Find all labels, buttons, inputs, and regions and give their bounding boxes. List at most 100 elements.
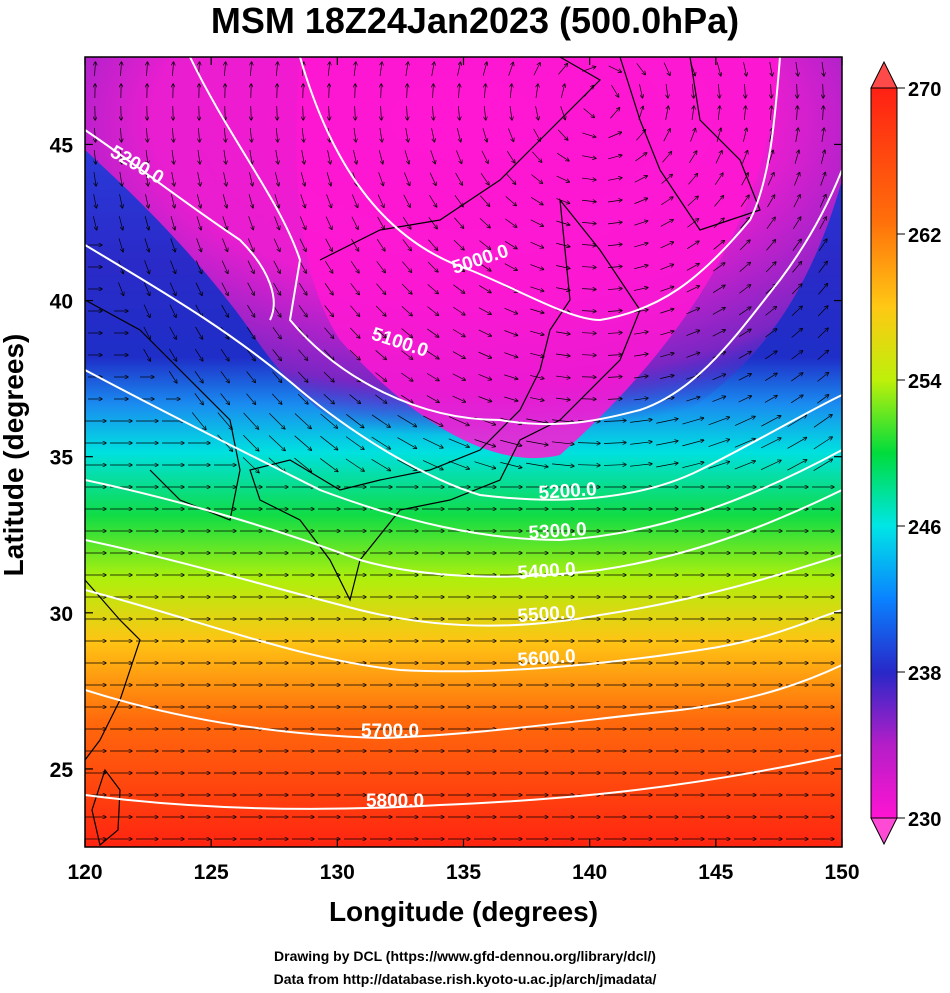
wind-arrow — [371, 436, 391, 449]
wind-arrow — [663, 62, 670, 76]
wind-arrow — [686, 286, 700, 293]
colorbar-label: 254 — [908, 371, 942, 393]
wind-arrow — [607, 399, 622, 400]
wind-arrow — [817, 373, 829, 382]
wind-arrow — [552, 463, 574, 466]
wind-arrow — [457, 62, 460, 76]
wind-arrow — [530, 286, 543, 291]
wind-arrow — [686, 353, 699, 358]
wind-arrow — [478, 373, 492, 379]
wind-arrow — [172, 127, 173, 142]
wind-arrow — [143, 304, 150, 318]
wind-arrow — [143, 348, 151, 361]
wind-arrow — [734, 416, 755, 426]
wind-arrow — [301, 150, 305, 164]
wind-arrow — [478, 285, 491, 292]
contour-label: 5800.0 — [366, 791, 424, 812]
wind-arrow — [170, 238, 176, 251]
wind-arrow — [426, 350, 439, 359]
wind-arrow — [817, 306, 828, 317]
wind-arrow — [224, 127, 225, 142]
wind-arrow — [556, 175, 570, 182]
wind-arrow — [510, 106, 512, 120]
contour-line — [85, 479, 842, 578]
y-tick-label: 30 — [50, 603, 73, 626]
wind-arrow — [718, 106, 720, 120]
wind-arrow — [423, 415, 443, 426]
wind-arrow — [272, 349, 282, 361]
wind-arrow — [506, 173, 515, 184]
wind-arrow — [634, 288, 648, 291]
wind-arrow — [274, 172, 278, 186]
wind-arrow — [195, 282, 202, 296]
wind-arrow — [819, 217, 827, 230]
wind-arrow — [276, 128, 278, 142]
contour-line — [85, 244, 842, 501]
wind-arrow — [198, 150, 200, 164]
wind-arrow — [708, 462, 730, 469]
wind-arrow — [171, 194, 174, 208]
wind-arrow — [458, 105, 459, 120]
contour-label: 5300.0 — [528, 519, 587, 544]
wind-arrow — [275, 150, 278, 164]
wind-arrow — [530, 397, 544, 401]
wind-arrow — [194, 371, 203, 383]
colorbar-label: 262 — [908, 225, 941, 247]
wind-arrow — [738, 352, 751, 359]
wind-arrow — [273, 238, 280, 252]
wind-arrow — [325, 260, 332, 273]
wind-arrow — [787, 460, 806, 471]
wind-arrow — [692, 106, 694, 120]
wind-arrow — [656, 419, 678, 424]
wind-arrow — [630, 420, 652, 423]
wind-arrow — [744, 106, 745, 121]
wind-arrow — [251, 105, 252, 120]
wind-arrow — [145, 194, 148, 208]
wind-arrow — [787, 415, 807, 428]
wind-arrow — [740, 195, 749, 207]
wind-arrow — [351, 216, 358, 230]
wind-arrow — [118, 282, 123, 295]
wind-arrow — [607, 266, 622, 267]
wind-arrow — [768, 150, 773, 164]
wind-arrow — [526, 462, 548, 467]
wind-arrow — [375, 394, 386, 403]
wind-arrow — [686, 397, 699, 402]
wind-arrow — [327, 150, 331, 164]
wind-arrow — [508, 128, 513, 141]
wind-arrow — [532, 151, 541, 162]
wind-arrow — [712, 396, 725, 402]
wind-arrow — [764, 373, 777, 381]
wind-arrow — [405, 128, 408, 142]
wind-arrow — [242, 457, 259, 472]
wind-arrow — [797, 83, 798, 98]
wind-arrow — [298, 305, 307, 316]
wind-arrow — [634, 243, 647, 248]
wind-arrow — [345, 436, 364, 450]
wind-arrow — [771, 83, 772, 98]
wind-arrow — [401, 306, 412, 315]
wind-arrow — [354, 128, 356, 142]
wind-arrow — [792, 239, 801, 251]
wind-arrow — [401, 372, 412, 381]
wind-arrow — [170, 216, 175, 229]
wind-arrow — [791, 306, 802, 317]
wind-arrow — [686, 241, 699, 250]
contour-label: 5400.0 — [517, 559, 576, 584]
wind-arrow — [743, 62, 747, 76]
wind-arrow — [274, 194, 279, 207]
wind-arrow — [634, 332, 648, 335]
wind-arrow — [196, 194, 200, 208]
wind-arrow — [224, 150, 226, 164]
wind-arrow — [454, 195, 463, 206]
wind-arrow — [823, 106, 824, 121]
wind-arrow — [454, 217, 463, 229]
contour-line — [85, 664, 842, 740]
wind-arrow — [168, 370, 177, 383]
wind-arrow — [194, 393, 203, 404]
wind-arrow — [272, 327, 281, 338]
wind-arrow — [397, 459, 416, 470]
wind-arrow — [556, 354, 570, 356]
wind-arrow — [581, 222, 596, 223]
